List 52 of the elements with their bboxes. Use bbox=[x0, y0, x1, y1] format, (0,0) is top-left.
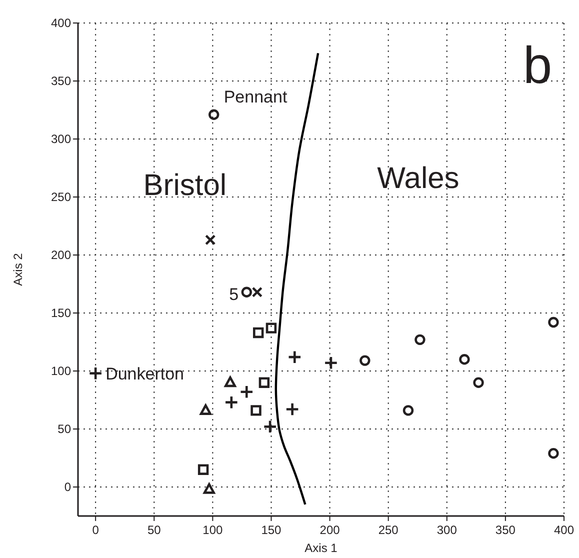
point bbox=[548, 448, 559, 459]
point bbox=[224, 395, 238, 410]
point bbox=[252, 286, 263, 298]
point bbox=[459, 354, 470, 365]
y-tick-label: 300 bbox=[50, 132, 72, 146]
x-tick-label: 0 bbox=[92, 523, 100, 537]
point bbox=[288, 350, 302, 364]
point bbox=[88, 366, 103, 380]
point bbox=[473, 377, 484, 388]
point bbox=[263, 420, 278, 434]
point bbox=[252, 327, 264, 338]
y-tick-label: 400 bbox=[50, 16, 72, 30]
y-tick-label: 150 bbox=[50, 306, 72, 320]
point bbox=[285, 402, 300, 416]
annotation: Pennant bbox=[224, 88, 288, 107]
point bbox=[200, 404, 212, 415]
point bbox=[208, 109, 220, 120]
point bbox=[240, 384, 254, 399]
y-tick-label: 250 bbox=[50, 190, 72, 204]
point bbox=[224, 376, 236, 388]
annotation: b bbox=[523, 37, 552, 95]
point bbox=[266, 322, 277, 334]
x-tick-label: 200 bbox=[320, 523, 340, 537]
point bbox=[250, 405, 262, 416]
point bbox=[204, 234, 216, 246]
y-tick-label: 0 bbox=[64, 480, 72, 494]
y-tick-label: 50 bbox=[58, 422, 72, 436]
point bbox=[402, 405, 414, 416]
x-tick-label: 300 bbox=[436, 523, 458, 537]
y-axis-title: Axis 2 bbox=[11, 252, 25, 286]
annotation: 5 bbox=[229, 285, 239, 304]
annotation: Dunkerton bbox=[106, 364, 184, 384]
point bbox=[360, 355, 370, 366]
x-tick-label: 400 bbox=[554, 523, 574, 537]
x-tick-label: 100 bbox=[202, 523, 224, 537]
annotation: Bristol bbox=[143, 169, 227, 202]
x-tick-label: 350 bbox=[495, 523, 516, 537]
point bbox=[198, 464, 209, 475]
point bbox=[258, 377, 270, 388]
y-tick-label: 100 bbox=[50, 364, 72, 378]
x-tick-label: 150 bbox=[261, 523, 282, 537]
point bbox=[414, 334, 426, 346]
x-axis-title: Axis 1 bbox=[304, 541, 338, 555]
x-tick-label: 50 bbox=[147, 523, 162, 537]
y-tick-label: 200 bbox=[50, 248, 72, 262]
y-tick-label: 350 bbox=[50, 74, 72, 88]
point bbox=[324, 356, 338, 370]
point bbox=[548, 316, 559, 328]
x-tick-label: 250 bbox=[378, 523, 399, 537]
point bbox=[203, 483, 215, 494]
annotation: Wales bbox=[377, 162, 460, 195]
point bbox=[241, 286, 252, 298]
